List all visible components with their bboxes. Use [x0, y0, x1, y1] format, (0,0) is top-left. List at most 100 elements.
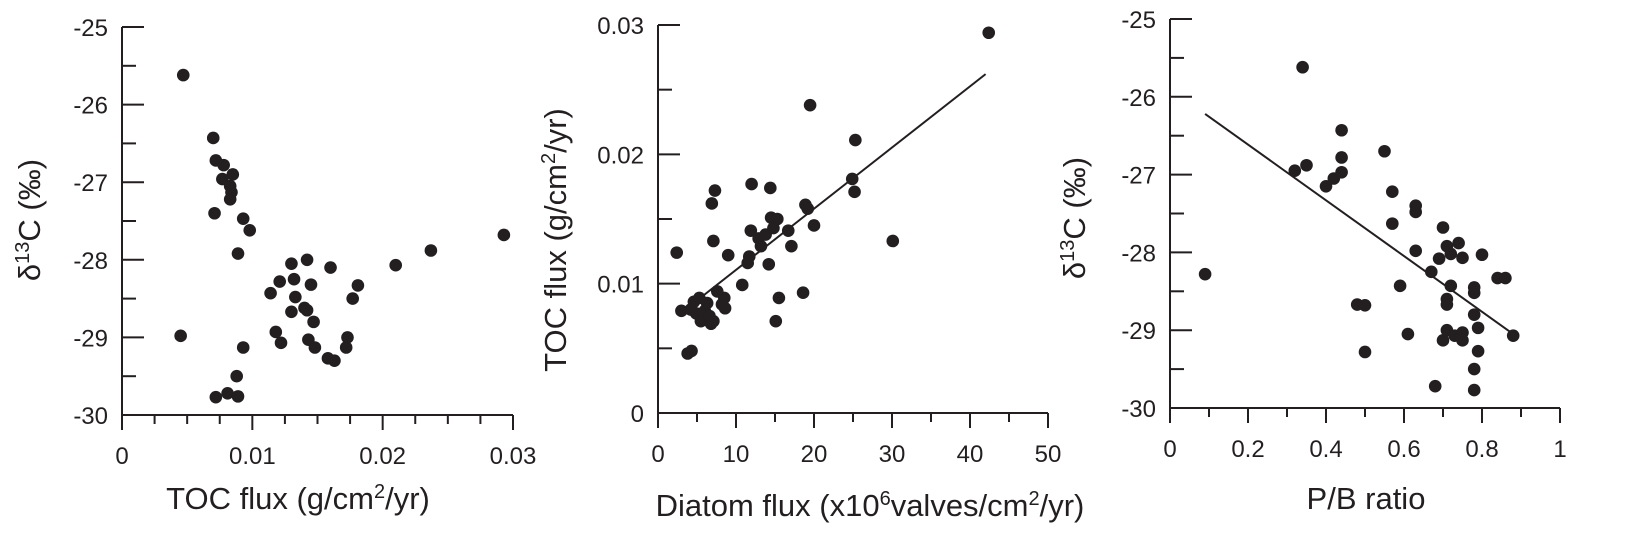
y-axis-label-sup: 13: [1057, 240, 1079, 262]
data-point: [324, 261, 337, 274]
x-axis-label-pre: Diatom flux (x10: [656, 488, 880, 523]
data-point: [744, 224, 758, 237]
data-point: [1440, 298, 1454, 311]
chart-panel-right: 0 0.2 0.4 0.6 0.8 1 -30 -29 -28 -27 -26 -25 P/B rati…: [1057, 7, 1567, 516]
y-axis-label-pre: δ: [12, 264, 47, 281]
data-point: [1198, 267, 1212, 281]
data-point: [1467, 383, 1481, 397]
data-point: [287, 272, 301, 286]
data-point: [767, 221, 780, 235]
data-point: [231, 390, 245, 403]
data-point: [300, 253, 314, 267]
data-point: [707, 234, 720, 248]
data-point: [1444, 247, 1458, 261]
data-point: [1452, 236, 1465, 250]
chart-panel-left: 0 0.01 0.02 0.03 -30 -29 -28 -27 -26 -25 TOC flux …: [12, 15, 536, 516]
y-tick-label: -25: [73, 15, 108, 42]
data-point: [685, 344, 698, 358]
data-point: [707, 314, 720, 328]
data-point: [307, 315, 320, 329]
data-point: [1475, 248, 1489, 262]
data-point: [772, 291, 786, 305]
data-point: [236, 212, 250, 225]
data-point: [807, 219, 821, 232]
data-point: [174, 329, 187, 343]
x-tick-label: 0.4: [1309, 436, 1342, 463]
data-point: [346, 292, 359, 305]
x-axis-label-pre: P/B ratio: [1307, 481, 1426, 516]
x-tick-label: 30: [879, 441, 906, 468]
data-point: [285, 257, 298, 270]
data-point: [1467, 362, 1481, 376]
data-point: [424, 244, 438, 257]
y-axis-label-post: /yr): [538, 108, 573, 153]
regression-line: [1204, 113, 1514, 335]
data-point: [1425, 265, 1438, 279]
y-tick-label: 0.01: [597, 272, 644, 299]
data-point: [236, 341, 250, 354]
y-tick-label: -28: [73, 248, 108, 275]
data-point: [670, 246, 684, 259]
y-axis-label-pre: TOC flux (g/cm: [538, 164, 573, 372]
data-point: [785, 239, 798, 253]
x-tick-label: 0.01: [229, 443, 276, 470]
data-point: [341, 331, 354, 344]
data-point: [274, 336, 288, 350]
x-tick-label: 0.02: [359, 443, 406, 470]
data-point: [1409, 244, 1422, 258]
data-point: [700, 296, 714, 310]
data-point: [848, 185, 861, 199]
x-tick-label: 10: [723, 441, 750, 468]
chart-panel-middle: 0 10 20 30 40 50 0 0.01 0.02 0.03 Diatom flux (x10…: [538, 13, 1084, 523]
data-point: [742, 250, 756, 263]
data-point: [1428, 379, 1442, 393]
x-tick-label: 0.2: [1231, 436, 1264, 463]
y-tick-label: -27: [1121, 163, 1156, 190]
y-axis-label-sup: 13: [12, 242, 34, 264]
x-axis-label-pre: TOC flux (g/cm: [166, 481, 374, 516]
data-point: [1335, 165, 1348, 179]
data-point: [1436, 221, 1450, 234]
data-point: [206, 131, 220, 145]
x-tick-label: 0.6: [1387, 436, 1420, 463]
x-tick-label: 1: [1553, 436, 1566, 463]
data-point: [230, 369, 243, 383]
x-tick-label: 0: [115, 443, 128, 470]
data-point: [300, 303, 314, 317]
data-point: [708, 184, 722, 197]
data-point: [1335, 123, 1348, 137]
data-point: [721, 248, 735, 262]
data-point: [1467, 286, 1481, 300]
data-point: [745, 177, 758, 191]
data-point: [217, 158, 230, 172]
data-point: [1296, 60, 1309, 74]
data-point: [1358, 299, 1372, 312]
y-axis-label-pre: δ: [1057, 262, 1092, 279]
data-point: [735, 278, 749, 292]
data-point: [1471, 344, 1485, 358]
y-tick-label: -30: [73, 403, 108, 430]
x-tick-label: 50: [1035, 441, 1062, 468]
data-point: [351, 279, 365, 292]
data-point: [231, 247, 245, 260]
data-point: [269, 325, 283, 339]
data-point: [1386, 217, 1399, 230]
x-axis-label: TOC flux (g/cm2/yr): [166, 481, 430, 516]
y-tick-label: -30: [1121, 396, 1156, 423]
data-point: [1393, 279, 1407, 293]
x-tick-label: 0.03: [490, 443, 537, 470]
data-point: [1456, 251, 1469, 265]
data-point: [328, 354, 341, 367]
x-tick-label: 0: [651, 441, 664, 468]
data-point: [308, 341, 322, 354]
data-point: [781, 224, 795, 237]
x-axis-label: P/B ratio: [1307, 481, 1426, 516]
y-tick-label: 0.03: [597, 13, 644, 40]
data-point: [1409, 205, 1422, 219]
data-point: [208, 206, 221, 220]
data-point: [769, 314, 783, 328]
x-axis-label-sup: 2: [374, 481, 385, 503]
x-tick-label: 20: [801, 441, 828, 468]
data-point: [801, 202, 815, 215]
